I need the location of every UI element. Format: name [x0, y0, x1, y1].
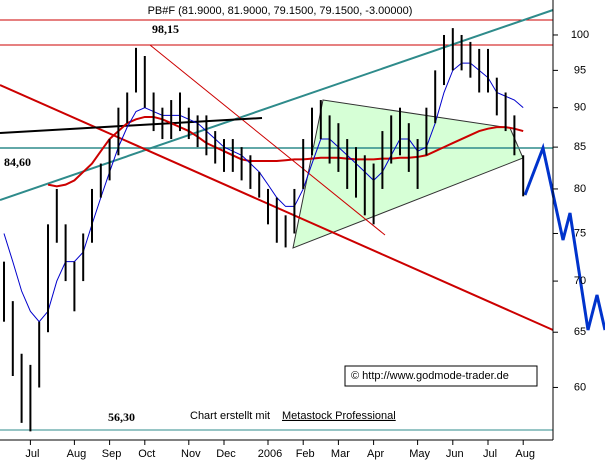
annotation: 98,15	[152, 22, 179, 36]
x-tick-label: Jul	[25, 448, 39, 460]
moving-average	[3, 62, 524, 323]
x-tick-label: Oct	[138, 448, 155, 460]
y-tick-label: 60	[574, 381, 586, 393]
annotation: Metastock Professional	[282, 410, 396, 422]
x-tick-label: Apr	[367, 448, 384, 460]
annotation: 56,30	[108, 410, 135, 424]
annotation: 84,60	[4, 155, 31, 169]
x-tick-label: Aug	[515, 448, 535, 460]
x-tick-label: Sep	[102, 448, 122, 460]
x-tick-label: Mar	[331, 448, 350, 460]
y-tick-label: 70	[574, 275, 586, 287]
y-tick-label: 85	[574, 141, 586, 153]
trend-line	[0, 117, 263, 134]
x-tick-label: Dec	[216, 448, 236, 460]
projection	[523, 142, 605, 331]
x-tick-label: May	[409, 448, 430, 460]
trend-line	[149, 44, 386, 236]
y-tick-label: 90	[574, 102, 586, 114]
x-tick-label: Feb	[296, 448, 315, 460]
x-tick-label: 2006	[258, 448, 282, 460]
x-tick-label: Nov	[181, 448, 201, 460]
x-tick-label: Jul	[483, 448, 497, 460]
y-tick-label: 80	[574, 183, 586, 195]
y-tick-label: 95	[574, 64, 586, 76]
y-tick-label: 100	[571, 29, 589, 41]
annotation: © http://www.godmode-trader.de	[351, 370, 509, 382]
copyright-box	[344, 365, 538, 387]
y-tick-label: 75	[574, 227, 586, 239]
chart-title: PB#F (81.9000, 81.9000, 79.1500, 79.1500…	[148, 5, 413, 17]
y-tick-label: 65	[574, 326, 586, 338]
x-tick-label: Jun	[446, 448, 464, 460]
annotation: Chart erstellt mit	[190, 410, 270, 422]
x-tick-label: Aug	[67, 448, 87, 460]
